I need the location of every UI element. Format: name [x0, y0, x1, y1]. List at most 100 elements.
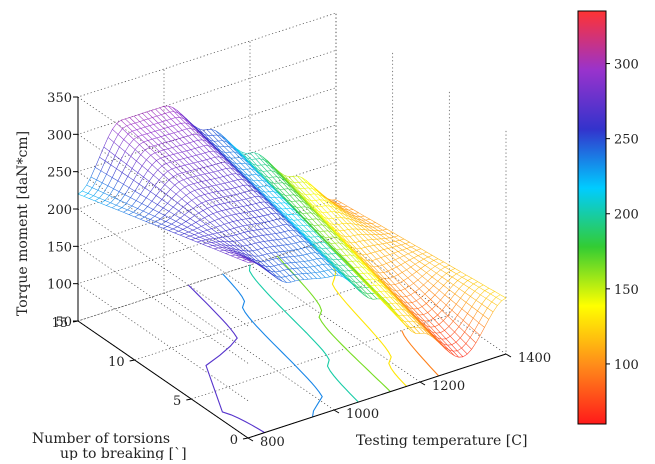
mesh-segment	[449, 326, 455, 332]
mesh-segment	[250, 218, 254, 219]
mesh-segment	[410, 242, 416, 245]
mesh-segment	[439, 262, 443, 264]
mesh-segment	[267, 171, 273, 177]
mesh-segment	[112, 178, 118, 181]
mesh-segment	[461, 298, 467, 302]
mesh-segment	[404, 254, 408, 256]
mesh-segment	[189, 208, 193, 211]
mesh-segment	[462, 302, 466, 308]
mesh-segment	[473, 282, 477, 284]
mesh-segment	[462, 344, 466, 349]
mesh-segment	[355, 241, 359, 242]
mesh-segment	[453, 285, 459, 289]
mesh-segment	[196, 222, 202, 226]
mesh-segment	[443, 321, 449, 327]
mesh-segment	[286, 257, 292, 263]
mesh-segment	[211, 180, 217, 186]
mesh-segment	[211, 179, 215, 180]
mesh-segment	[252, 204, 256, 205]
mesh-segment	[490, 291, 494, 294]
mesh-segment	[182, 172, 186, 173]
mesh-segment	[236, 234, 240, 235]
mesh-segment	[209, 173, 215, 179]
mesh-segment	[438, 310, 442, 315]
mesh-segment	[421, 249, 427, 252]
mesh-segment	[390, 253, 394, 255]
mesh-segment	[492, 302, 498, 306]
mesh-segment	[394, 253, 400, 258]
mesh-segment	[431, 300, 437, 306]
mesh-segment	[221, 184, 227, 190]
mesh-segment	[306, 268, 312, 274]
mesh-segment	[284, 251, 290, 256]
mesh-segment	[221, 231, 225, 232]
mesh-segment	[245, 192, 251, 198]
mesh-segment	[180, 235, 186, 237]
mesh-segment	[202, 181, 206, 182]
mesh-segment	[277, 240, 283, 246]
mesh-segment	[277, 219, 283, 225]
mesh-segment	[384, 248, 388, 249]
mesh-segment	[187, 129, 193, 135]
mesh-segment	[439, 325, 445, 331]
mesh-segment	[184, 136, 188, 137]
mesh-segment	[354, 213, 358, 214]
mesh-segment	[304, 188, 310, 194]
mesh-segment	[237, 221, 243, 226]
mesh-segment	[145, 217, 151, 219]
mesh-segment	[418, 256, 424, 260]
y-tick-mark	[130, 360, 135, 361]
mesh-segment	[152, 165, 158, 170]
mesh-segment	[210, 199, 214, 200]
mesh-segment	[195, 148, 201, 154]
mesh-segment	[178, 153, 184, 159]
mesh-segment	[284, 251, 288, 252]
mesh-segment	[176, 166, 180, 167]
mesh-segment	[269, 192, 275, 198]
mesh-segment	[213, 214, 219, 219]
mesh-segment	[344, 231, 350, 237]
mesh-segment	[112, 129, 118, 134]
mesh-segment	[429, 290, 435, 295]
mesh-segment	[273, 240, 277, 241]
mesh-segment	[250, 198, 256, 204]
mesh-segment	[436, 305, 442, 310]
mesh-segment	[321, 206, 327, 212]
mesh-segment	[316, 200, 320, 201]
mesh-segment	[456, 272, 460, 274]
mesh-segment	[199, 168, 203, 169]
mesh-segment	[156, 190, 160, 196]
mesh-segment	[298, 220, 304, 226]
mesh-segment	[358, 235, 364, 241]
mesh-segment	[387, 242, 391, 243]
mesh-segment	[186, 222, 192, 225]
mesh-segment	[125, 145, 129, 152]
mesh-segment	[446, 300, 450, 306]
mesh-segment	[200, 196, 206, 201]
mesh-segment	[135, 184, 139, 191]
mesh-segment	[125, 188, 129, 195]
mesh-segment	[209, 214, 213, 216]
mesh-segment	[369, 279, 375, 285]
mesh-segment	[169, 207, 173, 211]
mesh-segment	[165, 135, 171, 141]
mesh-segment	[439, 290, 445, 295]
mesh-segment	[182, 222, 186, 225]
mesh-segment	[138, 135, 142, 136]
mesh-segment	[283, 245, 289, 251]
mesh-segment	[203, 243, 207, 244]
mesh-segment	[298, 256, 304, 262]
mesh-segment	[152, 201, 158, 204]
mesh-segment	[370, 245, 374, 246]
mesh-segment	[213, 172, 219, 178]
mesh-segment	[480, 291, 484, 295]
mesh-segment	[465, 288, 469, 293]
mesh-segment	[267, 215, 273, 221]
mesh-segment	[142, 135, 148, 140]
mesh-segment	[192, 222, 196, 225]
mesh-segment	[255, 197, 261, 203]
mesh-segment	[125, 119, 131, 124]
mesh-segment	[101, 201, 105, 204]
mesh-segment	[313, 260, 319, 266]
mesh-segment	[133, 209, 137, 213]
